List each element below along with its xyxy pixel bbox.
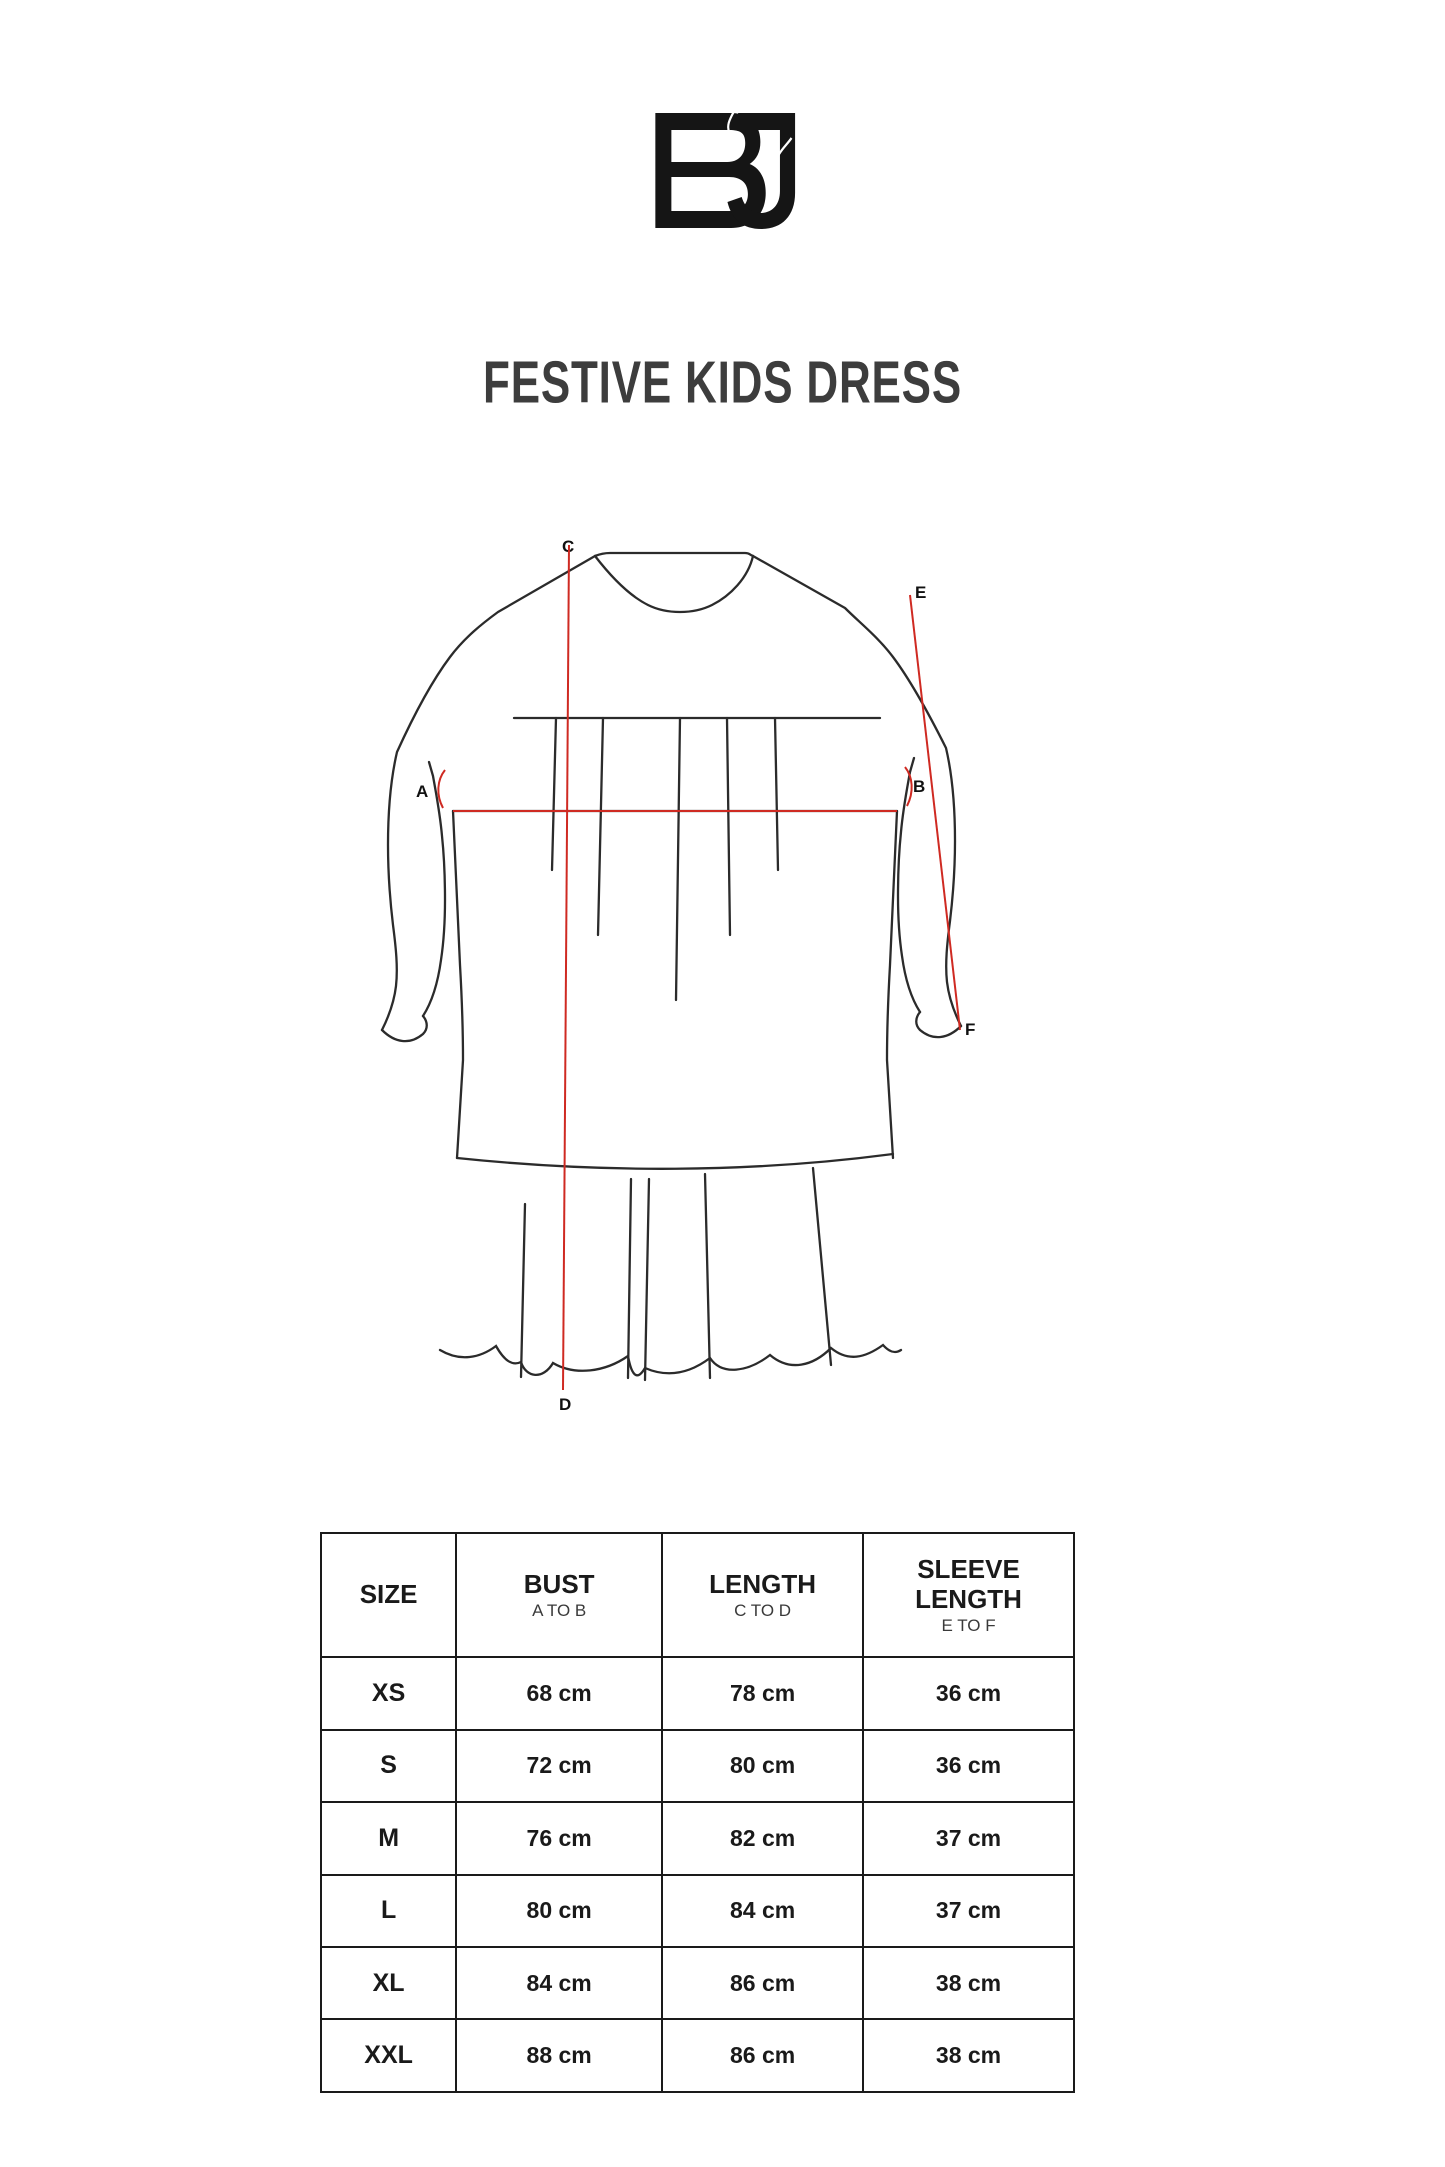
svg-text:E: E xyxy=(915,583,926,602)
svg-text:F: F xyxy=(965,1020,975,1039)
svg-text:A: A xyxy=(416,782,428,801)
svg-text:B: B xyxy=(913,777,925,796)
svg-text:D: D xyxy=(559,1395,571,1414)
